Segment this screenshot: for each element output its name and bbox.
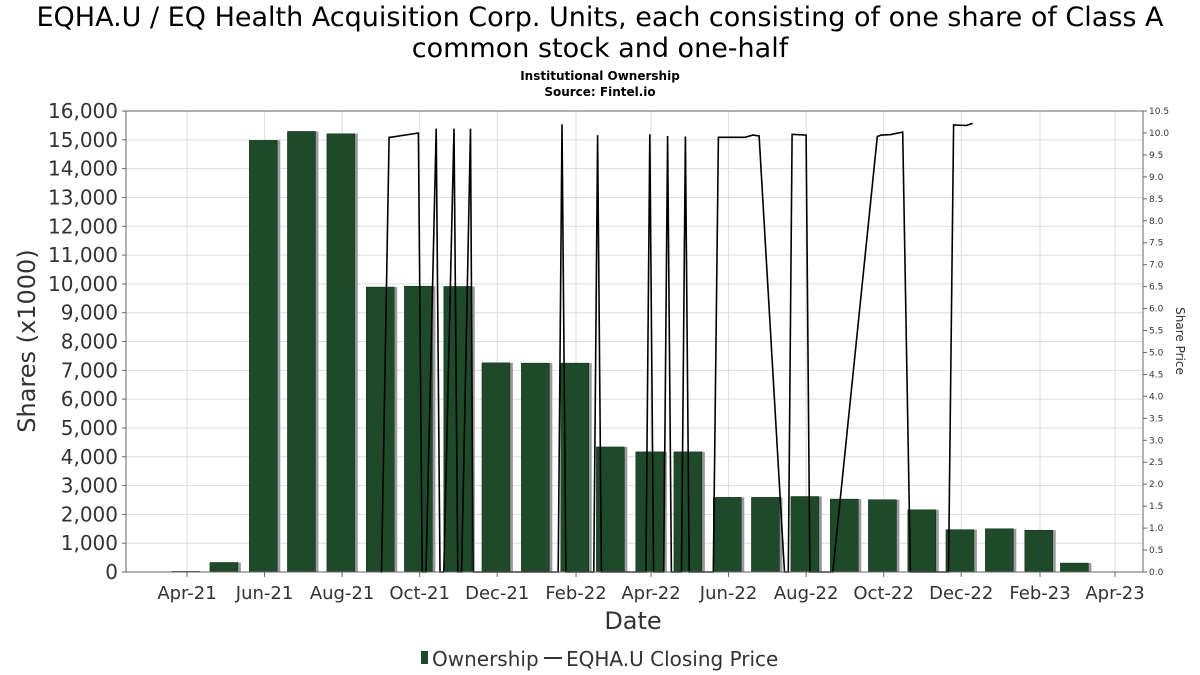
y2-tick-label: 9.5 [1149, 151, 1163, 161]
ownership-bar [907, 509, 937, 573]
x-tick-label: Apr-23 [1085, 583, 1144, 604]
y2-tick-label: 4.5 [1149, 370, 1163, 380]
x-tick-label: Feb-22 [545, 583, 606, 604]
ownership-bar [209, 562, 239, 573]
ownership-bar [790, 496, 820, 573]
y2-tick-label: 0.0 [1149, 568, 1164, 578]
x-tick-label: Feb-23 [1009, 583, 1070, 604]
ownership-bar [366, 286, 395, 573]
y-tick-label: 12,000 [48, 214, 118, 238]
y2-tick-label: 3.5 [1149, 414, 1163, 424]
ownership-bar [713, 497, 742, 573]
legend: Ownership EQHA.U Closing Price [421, 647, 778, 671]
y-tick-label: 3,000 [61, 474, 118, 498]
ownership-bar [945, 529, 975, 573]
y-tick-label: 16,000 [48, 99, 118, 123]
y-axis-title: Shares (x1000) [13, 249, 41, 432]
x-tick-label: Aug-22 [774, 583, 839, 604]
ownership-bar [868, 499, 897, 573]
y2-tick-label: 0.5 [1149, 546, 1163, 556]
subtitle-line-2: Source: Fintel.io [544, 85, 656, 99]
y-tick-label: 1,000 [61, 531, 118, 555]
x-tick-label: Jun-22 [699, 583, 758, 604]
y-tick-label: 8,000 [61, 330, 118, 354]
y2-tick-label: 8.0 [1149, 217, 1164, 227]
y2-tick-label: 1.0 [1149, 524, 1164, 534]
ownership-bar [635, 451, 664, 573]
y-tick-label: 5,000 [61, 416, 118, 440]
y2-tick-label: 10.0 [1149, 129, 1169, 139]
x-tick-label: Apr-21 [157, 583, 216, 604]
y2-tick-label: 2.5 [1149, 458, 1163, 468]
y-tick-label: 0 [105, 560, 118, 584]
subtitle-line-1: Institutional Ownership [520, 69, 680, 83]
chart-title: EQHA.U / EQ Health Acquisition Corp. Uni… [36, 2, 1164, 64]
x-tick-label: Oct-22 [853, 583, 914, 604]
ownership-bar [1060, 562, 1089, 573]
ownership-bar [404, 285, 433, 573]
ownership-bar [287, 131, 316, 573]
ownership-bar [326, 133, 356, 573]
y2-tick-label: 6.5 [1149, 283, 1163, 293]
y2-tick-label: 2.0 [1149, 480, 1164, 490]
y-tick-label: 6,000 [61, 387, 118, 411]
x-tick-label: Jun-21 [235, 583, 294, 604]
chart-subtitle: Institutional Ownership Source: Fintel.i… [0, 68, 1200, 100]
y2-tick-label: 3.0 [1149, 436, 1164, 446]
x-tick-label: Dec-22 [929, 583, 993, 604]
x-tick-label: Apr-22 [621, 583, 680, 604]
y2-tick-label: 1.5 [1149, 502, 1163, 512]
y2-tick-label: 10.5 [1149, 107, 1169, 117]
y-tick-label: 2,000 [61, 502, 118, 526]
legend-ownership-swatch [421, 651, 428, 664]
y-tick-label: 15,000 [48, 128, 118, 152]
ownership-bar [249, 140, 278, 573]
y2-tick-label: 6.0 [1149, 305, 1164, 315]
y-tick-label: 11,000 [48, 243, 118, 267]
y-tick-label: 9,000 [61, 301, 118, 325]
x-axis-title: Date [604, 607, 661, 635]
y2-tick-label: 4.0 [1149, 392, 1164, 402]
y-tick-label: 7,000 [61, 358, 118, 382]
y2-tick-label: 7.5 [1149, 239, 1163, 249]
y2-tick-label: 7.0 [1149, 261, 1164, 271]
ownership-bar [751, 497, 780, 573]
legend-ownership-label: Ownership [432, 647, 539, 671]
x-tick-label: Dec-21 [465, 583, 529, 604]
y2-tick-label: 5.0 [1149, 348, 1164, 358]
x-tick-label: Aug-21 [310, 583, 375, 604]
axis-layer: 0 1,000 2,000 3,000 4,000 5,000 6,000 7,000 8,00… [48, 99, 1169, 604]
ownership-bar [481, 362, 511, 573]
y2-tick-label: 8.5 [1149, 195, 1163, 205]
x-tick-label: Oct-21 [389, 583, 450, 604]
y-tick-label: 14,000 [48, 157, 118, 181]
y2-tick-label: 5.5 [1149, 327, 1163, 337]
y-tick-label: 13,000 [48, 185, 118, 209]
y-tick-label: 10,000 [48, 272, 118, 296]
ownership-bar [1024, 529, 1053, 573]
ownership-bar [521, 362, 550, 573]
ownership-bar [985, 528, 1014, 573]
legend-price-label: EQHA.U Closing Price [566, 647, 778, 671]
y-tick-label: 4,000 [61, 445, 118, 469]
ownership-bar [830, 498, 859, 573]
y2-axis-title: Share Price [1173, 307, 1187, 375]
y2-tick-label: 9.0 [1149, 173, 1164, 183]
